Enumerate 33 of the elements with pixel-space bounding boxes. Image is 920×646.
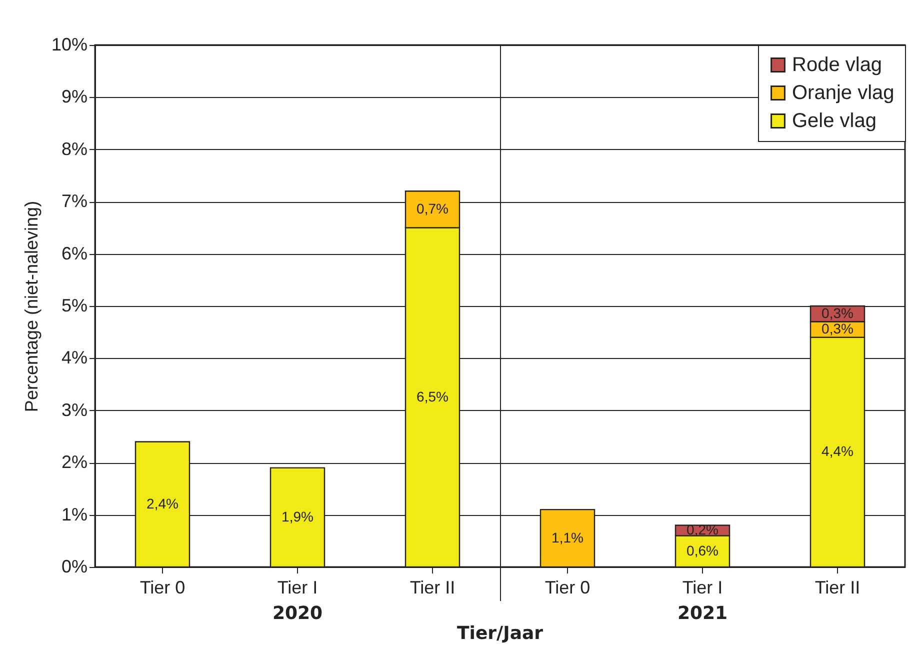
y-tick-label: 2%: [61, 452, 88, 472]
legend-label: Gele vlag: [792, 110, 876, 132]
x-tick-label: Tier I: [277, 578, 318, 598]
x-tick-label: Tier II: [410, 578, 456, 598]
data-label: 1,1%: [552, 529, 584, 546]
data-label: 0,3%: [822, 320, 854, 336]
data-label: 2,4%: [146, 495, 178, 512]
y-tick-label: 4%: [61, 348, 88, 368]
y-tick-label: 8%: [61, 138, 88, 159]
y-tick-label: 1%: [61, 504, 88, 524]
y-tick-label: 10%: [51, 34, 88, 54]
data-label: 0,3%: [822, 304, 854, 321]
y-tick-label: 7%: [61, 191, 88, 212]
data-label: 1,9%: [282, 508, 314, 524]
text: 2021: [677, 603, 728, 624]
x-tick-label: Tier I: [682, 578, 723, 598]
y-tick-label: 5%: [61, 296, 88, 316]
x-tick-label: Tier II: [814, 578, 860, 598]
y-tick-label: 9%: [61, 86, 88, 107]
y-tick-label: 3%: [61, 400, 88, 420]
text: 2020: [272, 603, 323, 624]
data-label: 0,7%: [416, 200, 448, 216]
data-label: 0,6%: [686, 542, 718, 558]
y-axis-title: Percentage (niet-naleving): [21, 200, 42, 412]
x-axis-title: Tier/Jaar: [457, 623, 543, 644]
legend-label: Oranje vlag: [792, 82, 894, 104]
y-tick-label: 6%: [61, 243, 88, 264]
y-tick-label: 0%: [61, 556, 88, 576]
legend-label: Rode vlag: [792, 54, 882, 76]
data-label: 6,5%: [416, 388, 448, 404]
data-label: 4,4%: [822, 443, 854, 460]
x-tick-label: Tier 0: [544, 578, 590, 598]
x-tick-label: Tier 0: [140, 578, 186, 598]
